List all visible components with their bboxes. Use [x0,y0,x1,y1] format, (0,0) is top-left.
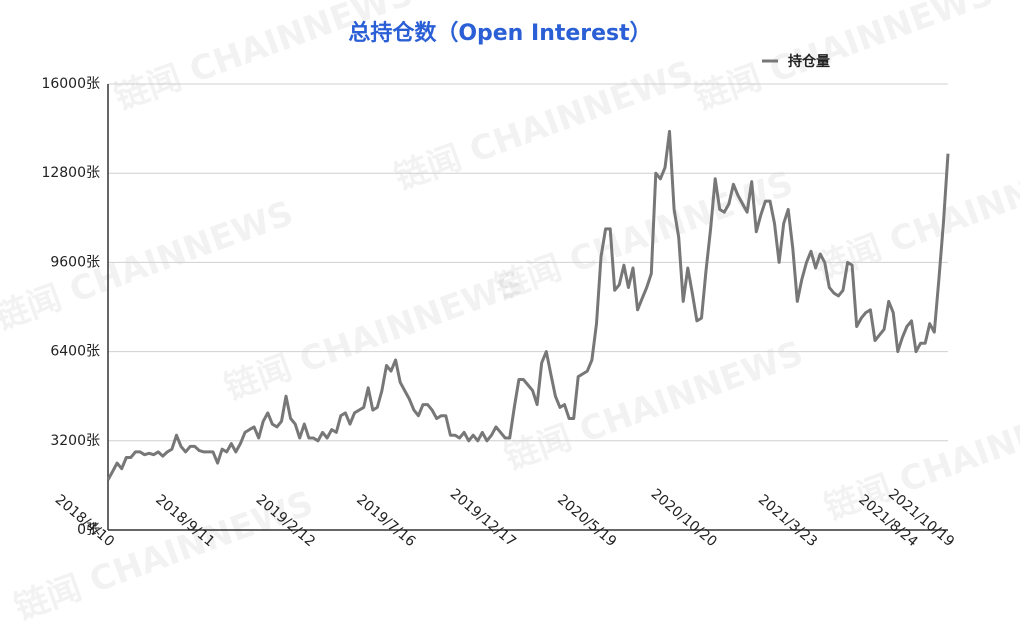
y-tick-label: 0张 [77,522,100,538]
x-tick-label: 2021/3/23 [755,492,820,550]
watermark: 链闻 CHAINNEWS [0,193,298,338]
x-tick-label: 2020/10/20 [648,486,720,550]
watermark: 链闻 CHAINNEWS [809,143,1020,288]
y-tick-label: 16000张 [41,76,100,92]
x-tick-label: 2019/7/16 [353,492,418,550]
chart-title: 总持仓数（Open Interest） [348,20,651,46]
watermark: 链闻 CHAINNEWS [219,263,528,408]
y-tick-label: 6400张 [50,344,100,360]
watermark: 链闻 CHAINNEWS [109,0,418,118]
y-tick-label: 9600张 [50,254,100,270]
watermark: 链闻 CHAINNEWS [389,53,698,198]
x-tick-label: 2020/5/19 [554,492,619,550]
series-line [106,129,950,481]
x-tick-label: 2019/12/17 [447,486,519,550]
watermark: 链闻 CHAINNEWS [689,0,998,118]
y-tick-label: 12800张 [41,165,100,181]
legend-label: 持仓量 [788,53,830,70]
y-tick-label: 3200张 [50,433,100,449]
